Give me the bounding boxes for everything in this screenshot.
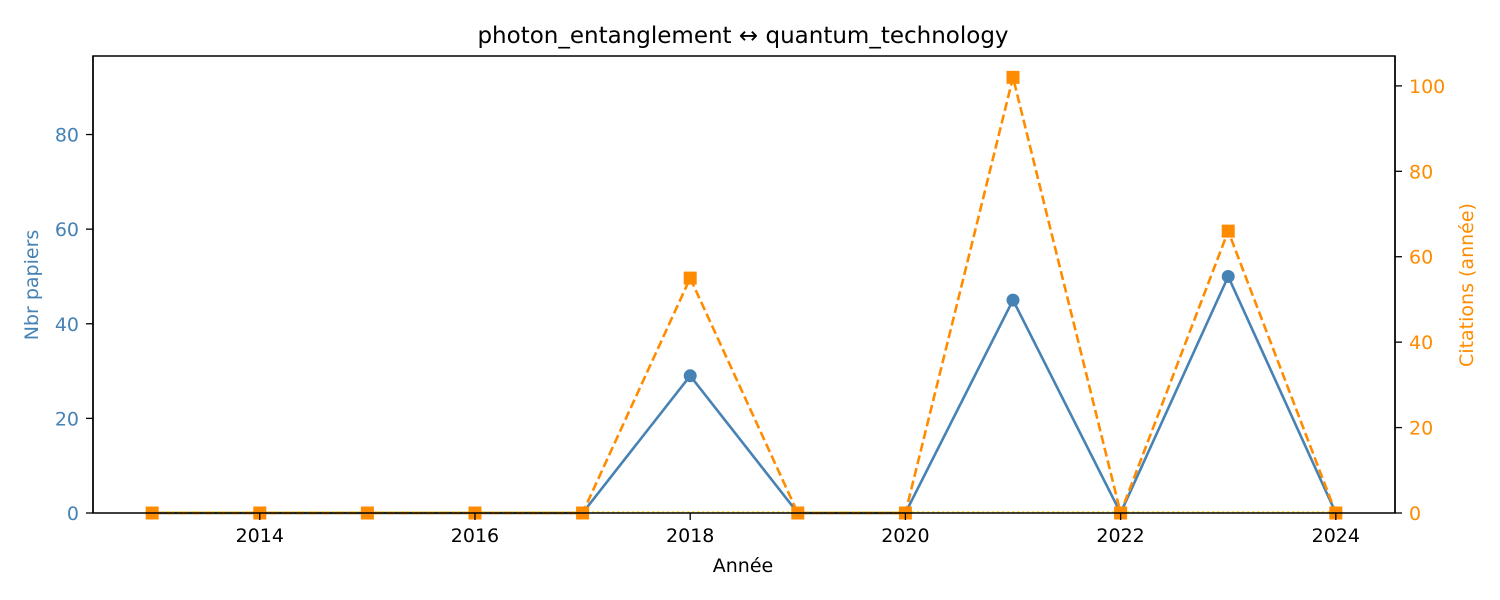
y-right-tick-label-80: 80 — [1409, 161, 1433, 183]
series-line-left — [152, 275, 1337, 515]
x-tick-label-2014: 2014 — [236, 525, 284, 547]
y-right-tick-label-20: 20 — [1409, 418, 1433, 440]
y-right-tick-label-40: 40 — [1409, 332, 1433, 354]
y-right-tick-label-100: 100 — [1409, 76, 1445, 98]
x-tick-label-2016: 2016 — [451, 525, 499, 547]
x-tick-label-2024: 2024 — [1312, 525, 1360, 547]
y-left-tick-label-40: 40 — [55, 314, 79, 336]
axes-layer: 2014 2016 2018 2020 2022 2024 0 20 40 60 80 0 20 40 60… — [55, 55, 1445, 547]
y-right-tick-label-0: 0 — [1409, 503, 1421, 525]
y-left-tick-label-80: 80 — [55, 125, 79, 147]
y-left-tick-label-60: 60 — [55, 219, 79, 241]
data-point-right-2018 — [683, 271, 697, 285]
x-tick-label-2020: 2020 — [881, 525, 929, 547]
data-point-left-2023 — [1221, 269, 1235, 283]
data-point-right-2021 — [1006, 70, 1020, 84]
x-tick-label-2022: 2022 — [1096, 525, 1144, 547]
y-left-tick-label-20: 20 — [55, 408, 79, 430]
data-point-right-2023 — [1221, 224, 1235, 238]
data-point-left-2018 — [683, 369, 697, 383]
y-axis-label-left: Nbr papiers — [21, 230, 43, 341]
y-right-tick-label-60: 60 — [1409, 247, 1433, 269]
series-line-right — [152, 76, 1338, 515]
y-left-tick-label-0: 0 — [67, 503, 79, 525]
chart-title: photon_entanglement ↔ quantum_technology — [477, 23, 1008, 49]
x-tick-label-2018: 2018 — [666, 525, 714, 547]
y-axis-label-right: Citations (année) — [1456, 203, 1478, 367]
series-layer — [145, 70, 1343, 520]
x-axis-label: Année — [713, 555, 773, 577]
data-point-left-2021 — [1006, 293, 1020, 307]
